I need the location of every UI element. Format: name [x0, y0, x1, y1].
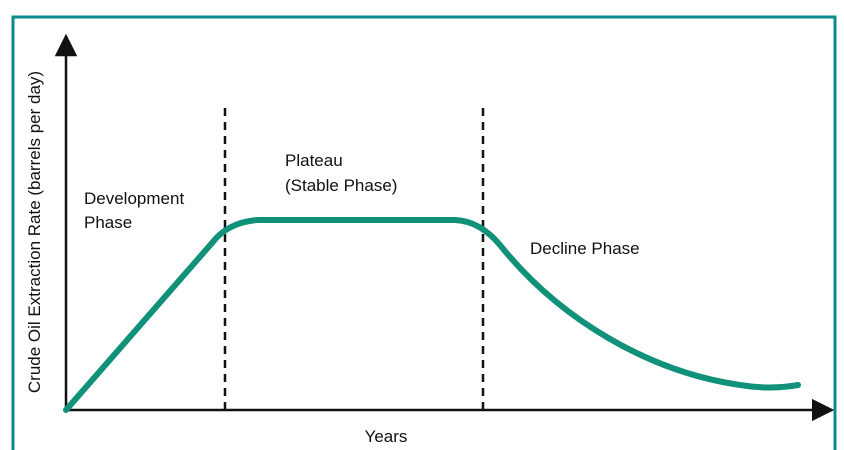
x-axis-label: Years — [365, 427, 408, 446]
production-curve — [63, 217, 801, 413]
y-axis-label: Crude Oil Extraction Rate (barrels per d… — [25, 71, 44, 393]
frame — [11, 15, 837, 450]
phase-label: Plateau — [285, 151, 343, 170]
phase-label: Development — [84, 189, 184, 208]
phase-label: Decline Phase — [530, 239, 640, 258]
phase-label: (Stable Phase) — [285, 176, 397, 195]
phase-label: Phase — [84, 213, 132, 232]
